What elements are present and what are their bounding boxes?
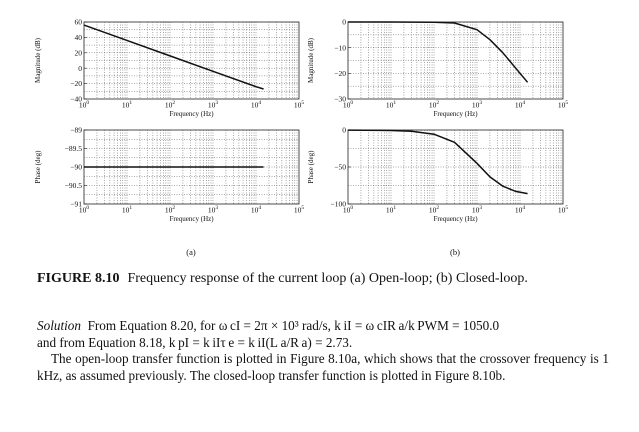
x-tick-label: 103 xyxy=(208,205,219,215)
y-grid xyxy=(348,34,563,87)
x-tick-label: 102 xyxy=(165,205,176,215)
y-tick-label: 60 xyxy=(75,18,83,27)
x-tick-label: 102 xyxy=(429,100,440,110)
y-grid xyxy=(348,148,563,186)
y-tick-label: −90 xyxy=(70,163,82,172)
y-tick-label: −100 xyxy=(331,200,347,209)
x-axis-label: Frequency (Hz) xyxy=(169,215,214,223)
x-tick-label: 100 xyxy=(343,205,354,215)
x-tick-label: 102 xyxy=(429,205,440,215)
solution-paragraph: Solution From Equation 8.20, for ω cI = … xyxy=(37,318,609,351)
x-tick-label: 104 xyxy=(251,100,262,110)
series-line xyxy=(83,24,264,90)
y-tick-label: −20 xyxy=(70,79,82,88)
x-tick-label: 105 xyxy=(558,100,569,110)
solution-line-2: and from Equation 8.18, k pI = k iIτ e =… xyxy=(37,334,353,350)
x-tick-label: 103 xyxy=(208,100,219,110)
series-line xyxy=(347,129,528,195)
y-tick-label: −30 xyxy=(334,95,346,104)
x-tick-label: 104 xyxy=(515,100,526,110)
body-text: Solution From Equation 8.20, for ω cI = … xyxy=(37,318,609,384)
figure-caption-text: Frequency response of the current loop (… xyxy=(127,271,528,286)
solution-line-1: From Equation 8.20, for ω cI = 2π × 10³ … xyxy=(87,318,500,333)
series-line xyxy=(348,21,529,83)
x-tick-label: 104 xyxy=(515,205,526,215)
y-tick-label: 0 xyxy=(342,18,346,27)
x-tick-label: 103 xyxy=(472,205,483,215)
x-tick-label: 100 xyxy=(79,205,90,215)
y-axis-label: Phase (deg) xyxy=(34,150,42,184)
subfigure-label-b: (b) xyxy=(450,247,460,257)
y-tick-label: 0 xyxy=(342,126,346,135)
x-tick-label: 103 xyxy=(472,100,483,110)
x-axis-label: Frequency (Hz) xyxy=(433,215,478,223)
x-axis-label: Frequency (Hz) xyxy=(433,110,478,118)
y-tick-label: −40 xyxy=(70,95,82,104)
x-tick-label: 105 xyxy=(558,205,569,215)
subfigure-label-a: (a) xyxy=(186,247,196,257)
y-axis-label: Magnitude (dB) xyxy=(307,37,315,83)
y-axis-label: Phase (deg) xyxy=(307,150,315,184)
y-tick-label: −10 xyxy=(334,43,346,52)
figure-label: FIGURE 8.10 xyxy=(37,271,120,286)
x-tick-label: 100 xyxy=(343,100,354,110)
y-grid xyxy=(84,29,299,92)
figure-caption: FIGURE 8.10 Frequency response of the cur… xyxy=(37,271,627,287)
x-tick-label: 104 xyxy=(251,205,262,215)
x-tick-label: 105 xyxy=(294,100,305,110)
y-tick-label: −89 xyxy=(70,126,82,135)
y-tick-label: −20 xyxy=(334,69,346,78)
y-tick-label: −90.5 xyxy=(65,181,83,190)
y-tick-label: 20 xyxy=(75,48,83,57)
solution-label: Solution xyxy=(37,318,81,333)
x-tick-label: 101 xyxy=(122,100,133,110)
y-tick-label: 0 xyxy=(78,64,82,73)
y-tick-label: −50 xyxy=(334,163,346,172)
x-tick-label: 105 xyxy=(294,205,305,215)
x-axis-label: Frequency (Hz) xyxy=(169,110,214,118)
y-axis-label: Magnitude (dB) xyxy=(34,37,42,83)
x-tick-label: 102 xyxy=(165,100,176,110)
y-tick-label: 40 xyxy=(75,33,83,42)
x-tick-label: 101 xyxy=(386,100,397,110)
result-paragraph: The open-loop transfer function is plott… xyxy=(37,351,609,383)
y-tick-label: −89.5 xyxy=(65,144,83,153)
x-grid xyxy=(96,22,298,99)
x-tick-label: 101 xyxy=(122,205,133,215)
x-tick-label: 101 xyxy=(386,205,397,215)
y-tick-label: −91 xyxy=(70,200,82,209)
x-tick-label: 100 xyxy=(79,100,90,110)
